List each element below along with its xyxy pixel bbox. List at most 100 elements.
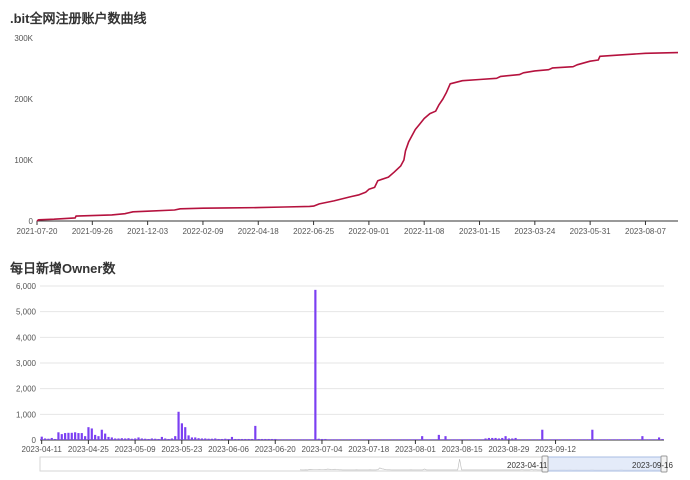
bar [237, 438, 240, 440]
bar [517, 439, 521, 440]
bar [264, 438, 267, 440]
x-tick-label: 2023-08-15 [442, 445, 483, 454]
slider-start-label: 2023-04-11 [507, 461, 548, 470]
x-tick-label: 2023-01-15 [459, 227, 500, 236]
bar [157, 438, 160, 440]
bar [414, 439, 417, 440]
bar [561, 439, 564, 440]
bar [551, 439, 554, 440]
bar [394, 439, 397, 440]
bar [354, 439, 357, 440]
bar [571, 439, 574, 440]
bar [227, 438, 230, 440]
x-tick-label: 2023-07-04 [302, 445, 343, 454]
x-tick-label: 2023-05-09 [115, 445, 156, 454]
bar [384, 439, 387, 440]
bar [344, 439, 347, 440]
bar [611, 439, 614, 440]
zoom-slider-start-handle[interactable] [541, 455, 549, 473]
x-tick-label: 2022-02-09 [182, 227, 223, 236]
chart-title-registered-accounts: .bit全网注册账户数曲线 [10, 11, 147, 26]
x-tick-label: 2023-05-31 [570, 227, 611, 236]
bar [134, 438, 137, 440]
x-tick-label: 2023-08-07 [625, 227, 666, 236]
bar [467, 439, 470, 440]
bar [614, 439, 617, 440]
bar [641, 436, 644, 440]
bar [184, 427, 187, 440]
y-tick-label: 100K [14, 156, 33, 165]
bar [200, 438, 204, 440]
bar [140, 438, 143, 440]
bar [404, 439, 407, 440]
y-tick-label: 3,000 [16, 359, 37, 368]
bar [197, 438, 200, 440]
y-tick-label: 0 [32, 436, 37, 445]
bar [240, 438, 244, 440]
bar [64, 433, 67, 440]
bar [290, 439, 294, 440]
bar [337, 439, 340, 440]
bar [97, 436, 100, 440]
bar [477, 439, 480, 440]
bar [587, 439, 591, 440]
bar [124, 438, 127, 440]
bar [77, 433, 80, 440]
bar [194, 437, 197, 440]
bar [144, 438, 147, 440]
bar [407, 439, 410, 440]
series-line [36, 51, 679, 222]
bar [67, 432, 70, 440]
bar [260, 438, 264, 440]
bar [627, 439, 631, 440]
bar [137, 437, 140, 440]
bar [114, 438, 117, 440]
bar [511, 438, 514, 440]
bar [104, 433, 107, 440]
bar [481, 439, 484, 440]
bar [371, 439, 374, 440]
bar [474, 439, 477, 440]
bar [601, 439, 604, 440]
bar [107, 436, 110, 440]
bar [187, 435, 190, 440]
bar [547, 439, 551, 440]
bar [190, 437, 193, 440]
bar [487, 437, 490, 440]
bar [391, 439, 394, 440]
bar [471, 439, 474, 440]
bar [60, 434, 63, 440]
bar [44, 438, 47, 440]
bar [491, 437, 494, 440]
x-tick-label: 2022-11-08 [404, 227, 445, 236]
bar [444, 436, 447, 440]
bar [557, 439, 561, 440]
bar [421, 436, 424, 440]
bar [357, 439, 360, 440]
bar [374, 439, 377, 440]
bar [554, 439, 557, 440]
bar [364, 439, 367, 440]
bar [411, 439, 414, 440]
bar [150, 438, 153, 440]
zoom-slider-end-handle[interactable] [660, 455, 668, 473]
bar [254, 425, 257, 440]
y-tick-label: 4,000 [16, 333, 37, 342]
bar [304, 439, 307, 440]
bar [167, 438, 170, 440]
bar [130, 438, 133, 440]
bar [207, 438, 210, 440]
bar [504, 436, 507, 440]
bar [437, 434, 440, 440]
bar [657, 437, 661, 440]
bar [160, 436, 163, 440]
bar [621, 439, 624, 440]
bar [574, 439, 577, 440]
bar [250, 438, 254, 440]
bar [521, 439, 524, 440]
x-tick-label: 2023-09-12 [535, 445, 576, 454]
bar [507, 438, 510, 440]
bar [464, 439, 467, 440]
bar [310, 439, 314, 440]
bar [100, 429, 103, 440]
